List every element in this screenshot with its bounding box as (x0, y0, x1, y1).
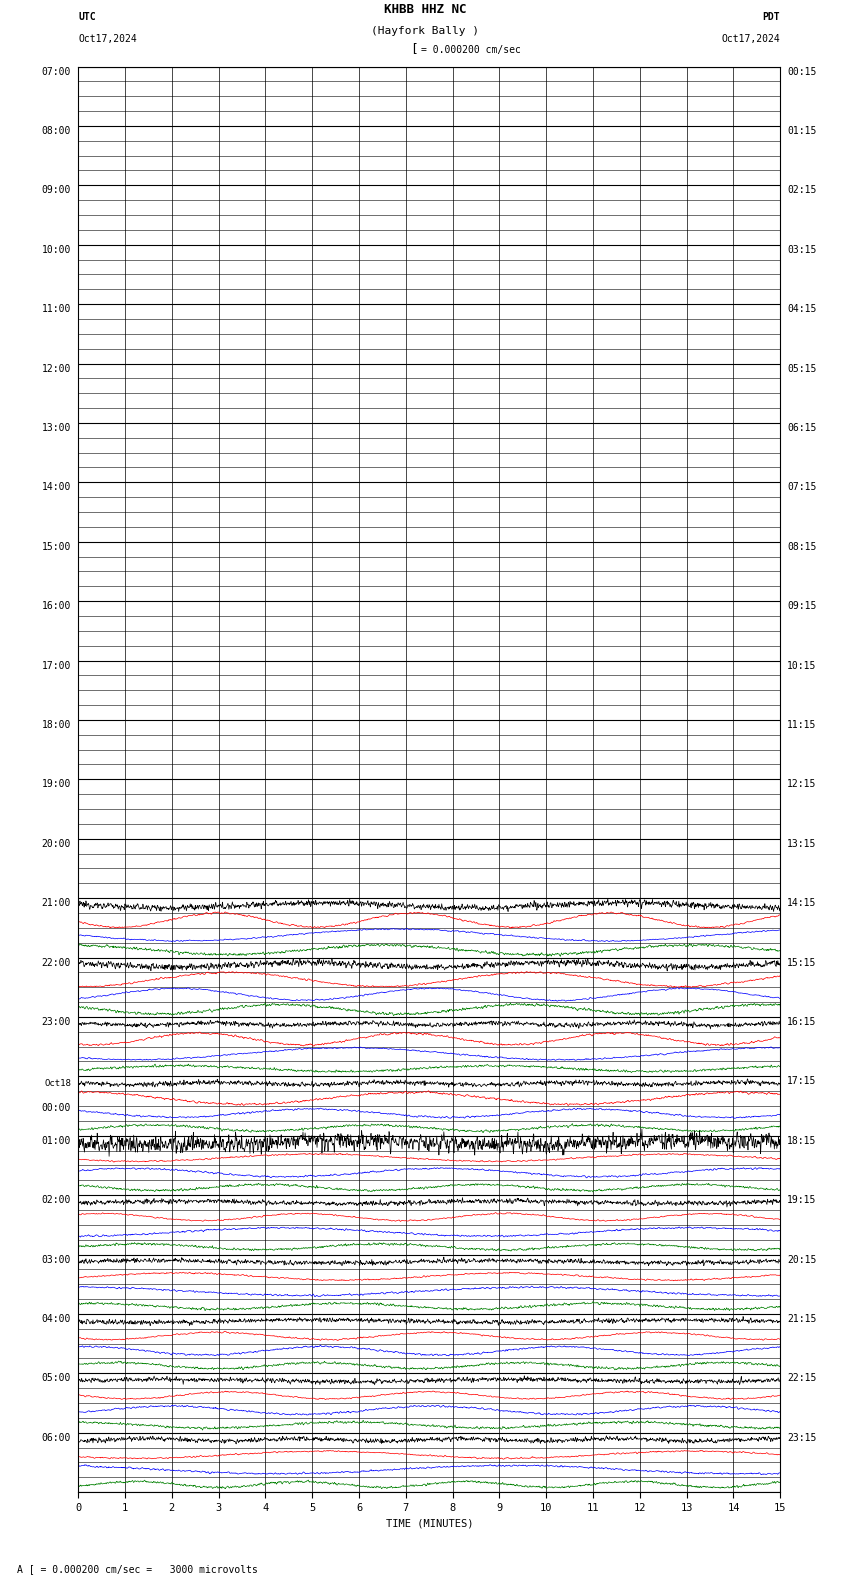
Text: 13:00: 13:00 (42, 423, 71, 432)
Text: [: [ (410, 43, 417, 55)
Text: 21:15: 21:15 (787, 1315, 817, 1324)
Text: 03:15: 03:15 (787, 244, 817, 255)
Text: 08:15: 08:15 (787, 542, 817, 551)
Text: 19:15: 19:15 (787, 1194, 817, 1205)
Text: 00:15: 00:15 (787, 67, 817, 76)
Text: 15:00: 15:00 (42, 542, 71, 551)
Text: = 0.000200 cm/sec: = 0.000200 cm/sec (421, 46, 520, 55)
Text: 05:15: 05:15 (787, 363, 817, 374)
Text: UTC: UTC (78, 13, 96, 22)
Text: 09:15: 09:15 (787, 602, 817, 611)
Text: PDT: PDT (762, 13, 780, 22)
Text: 12:00: 12:00 (42, 363, 71, 374)
Text: 07:00: 07:00 (42, 67, 71, 76)
Text: KHBB HHZ NC: KHBB HHZ NC (383, 3, 467, 16)
Text: 04:00: 04:00 (42, 1315, 71, 1324)
Text: 16:15: 16:15 (787, 1017, 817, 1026)
Text: 22:00: 22:00 (42, 957, 71, 968)
Text: Oct17,2024: Oct17,2024 (78, 35, 137, 44)
Text: 23:15: 23:15 (787, 1432, 817, 1443)
Text: 18:15: 18:15 (787, 1136, 817, 1145)
Text: 17:15: 17:15 (787, 1077, 817, 1087)
Text: 07:15: 07:15 (787, 483, 817, 493)
Text: 22:15: 22:15 (787, 1373, 817, 1383)
X-axis label: TIME (MINUTES): TIME (MINUTES) (386, 1517, 473, 1529)
Text: 18:00: 18:00 (42, 719, 71, 730)
Text: Oct18: Oct18 (44, 1079, 71, 1088)
Text: 06:00: 06:00 (42, 1432, 71, 1443)
Text: 10:00: 10:00 (42, 244, 71, 255)
Text: 20:00: 20:00 (42, 840, 71, 849)
Text: 13:15: 13:15 (787, 840, 817, 849)
Text: 02:15: 02:15 (787, 185, 817, 195)
Text: 11:00: 11:00 (42, 304, 71, 314)
Text: (Hayfork Bally ): (Hayfork Bally ) (371, 27, 479, 36)
Text: 10:15: 10:15 (787, 661, 817, 670)
Text: 04:15: 04:15 (787, 304, 817, 314)
Text: 06:15: 06:15 (787, 423, 817, 432)
Text: 11:15: 11:15 (787, 719, 817, 730)
Text: 01:00: 01:00 (42, 1136, 71, 1145)
Text: 02:00: 02:00 (42, 1194, 71, 1205)
Text: 01:15: 01:15 (787, 127, 817, 136)
Text: 14:00: 14:00 (42, 483, 71, 493)
Text: 03:00: 03:00 (42, 1255, 71, 1264)
Text: 21:00: 21:00 (42, 898, 71, 908)
Text: 16:00: 16:00 (42, 602, 71, 611)
Text: 17:00: 17:00 (42, 661, 71, 670)
Text: 08:00: 08:00 (42, 127, 71, 136)
Text: Oct17,2024: Oct17,2024 (722, 35, 780, 44)
Text: 23:00: 23:00 (42, 1017, 71, 1026)
Text: A [ = 0.000200 cm/sec =   3000 microvolts: A [ = 0.000200 cm/sec = 3000 microvolts (17, 1565, 258, 1574)
Text: 20:15: 20:15 (787, 1255, 817, 1264)
Text: 09:00: 09:00 (42, 185, 71, 195)
Text: 19:00: 19:00 (42, 779, 71, 789)
Text: 12:15: 12:15 (787, 779, 817, 789)
Text: 05:00: 05:00 (42, 1373, 71, 1383)
Text: 15:15: 15:15 (787, 957, 817, 968)
Text: 00:00: 00:00 (42, 1102, 71, 1114)
Text: 14:15: 14:15 (787, 898, 817, 908)
